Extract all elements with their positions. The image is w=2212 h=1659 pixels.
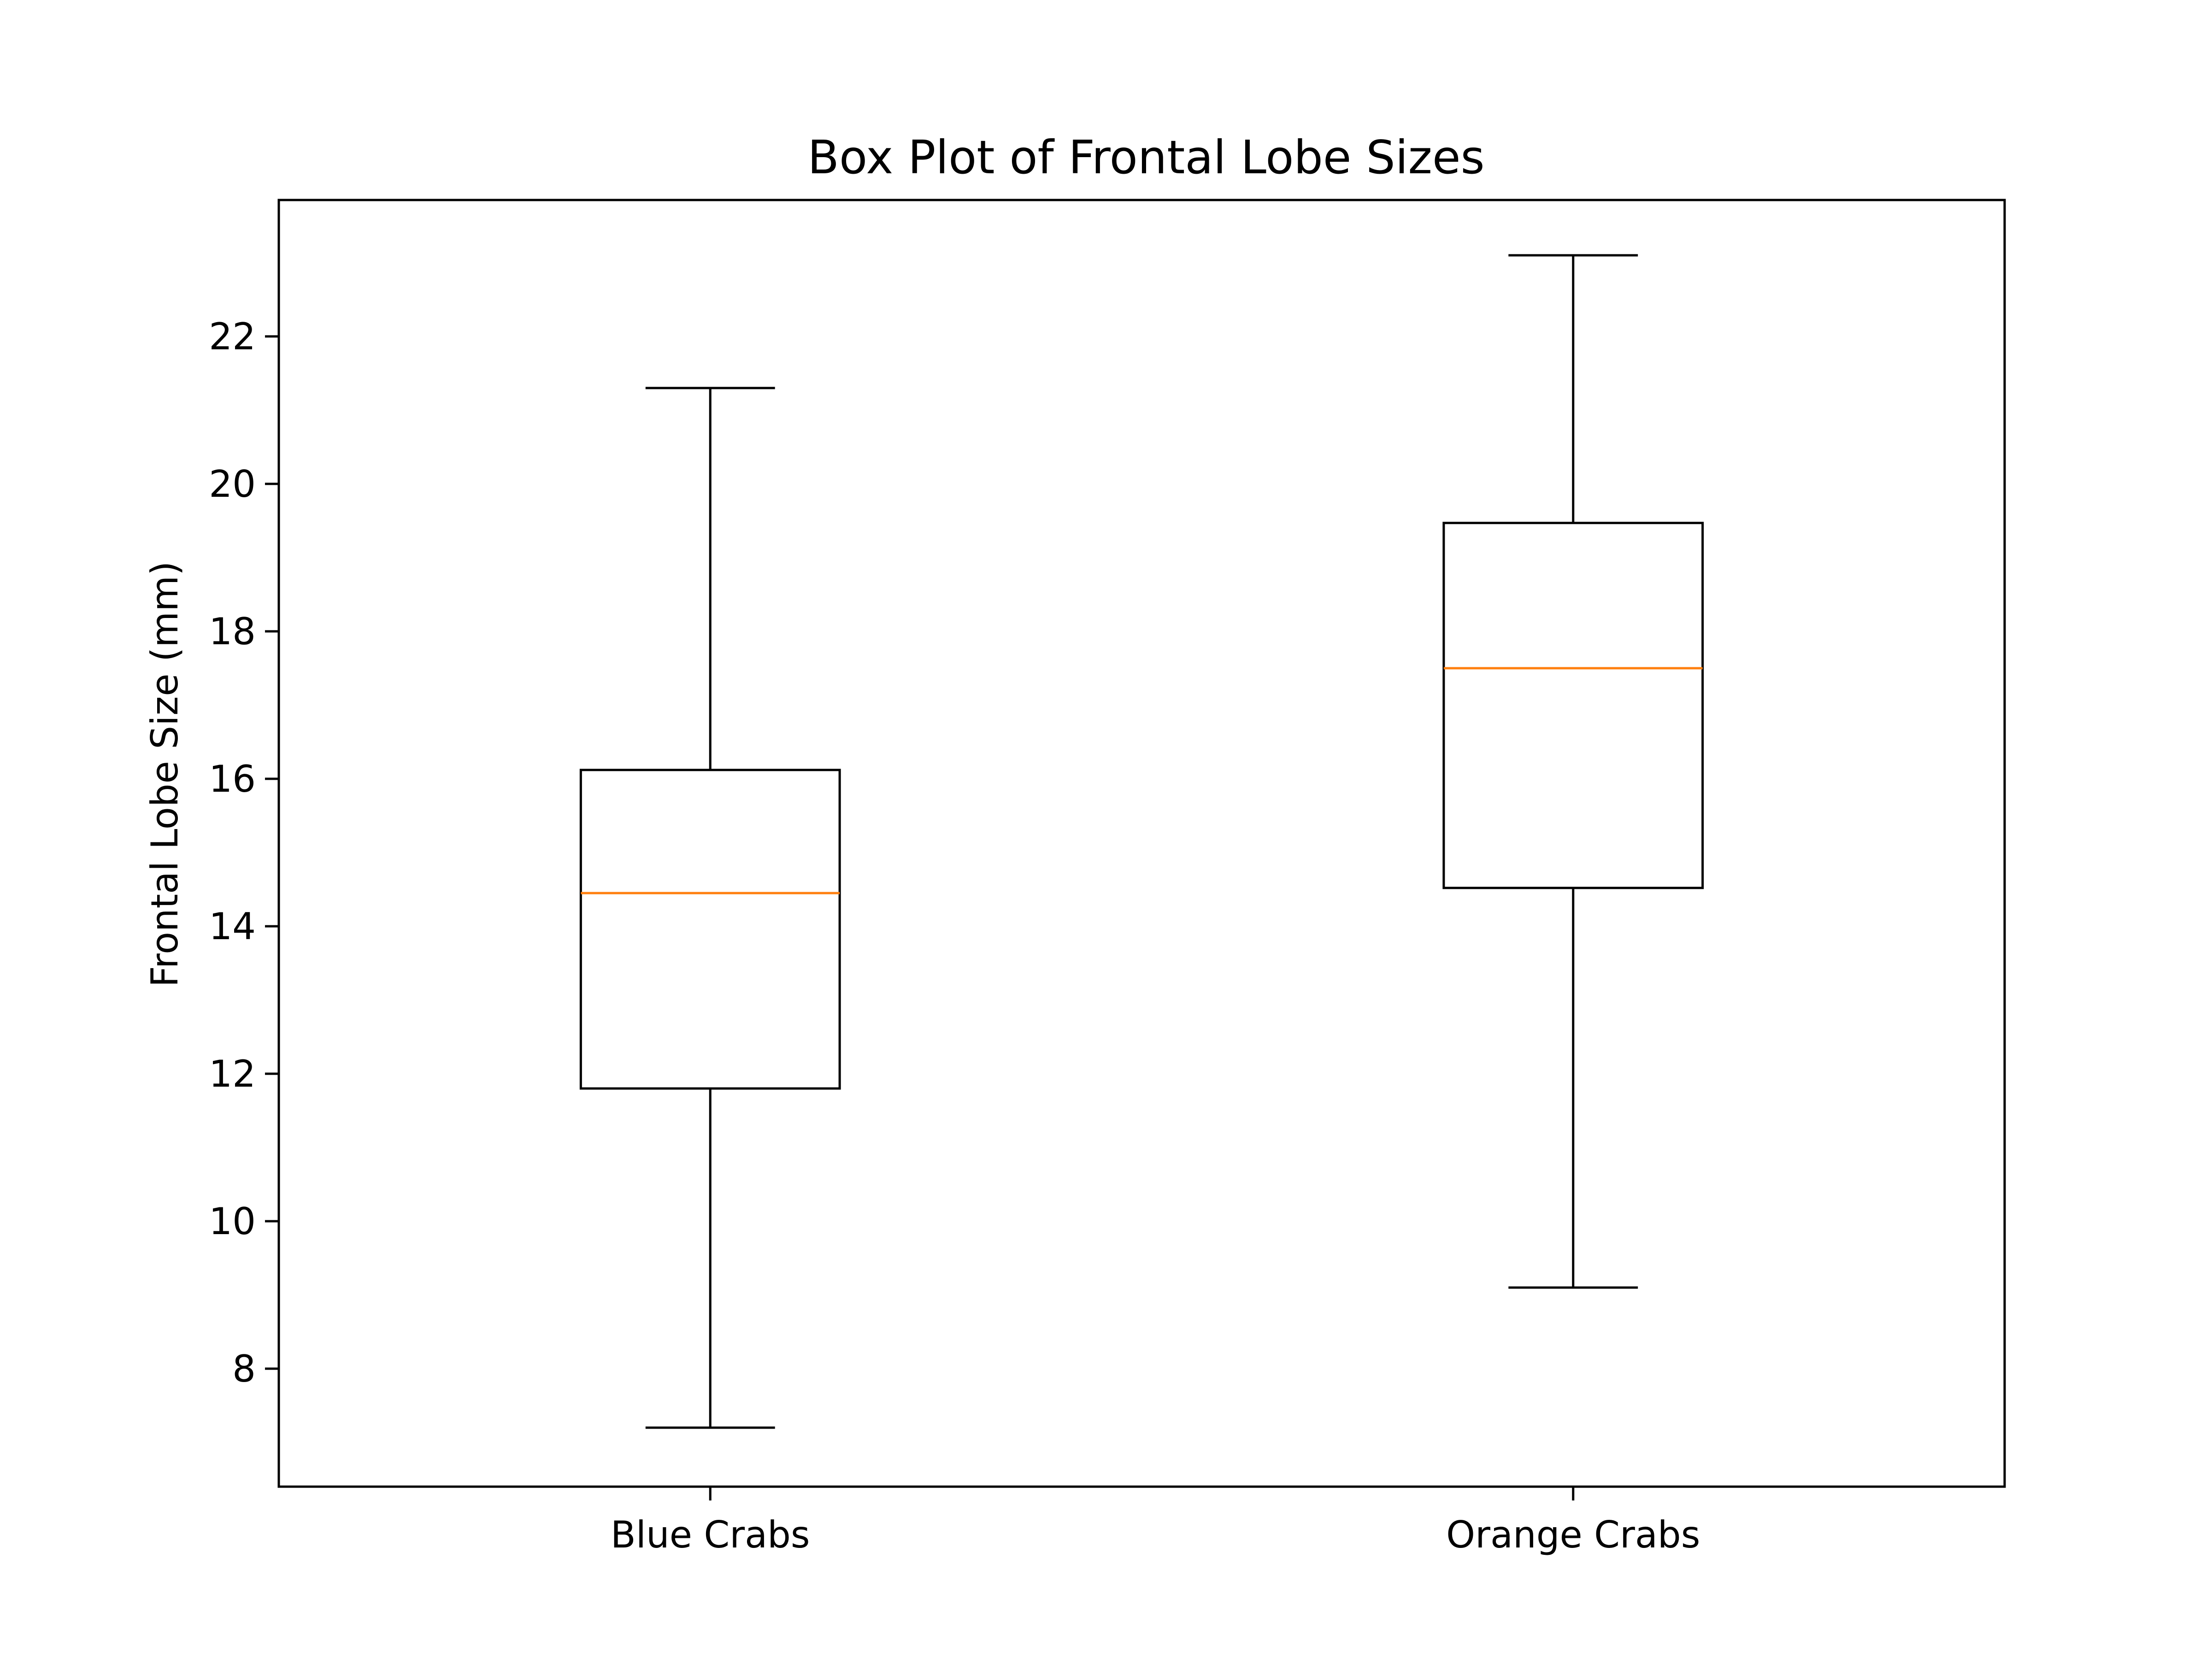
x-axis-ticks: Blue Crabs Orange Crabs (611, 1487, 1700, 1556)
y-axis-ticks: 8 10 12 14 16 18 20 22 (209, 315, 279, 1390)
box-series (579, 254, 1704, 1429)
box-group (579, 387, 841, 1429)
chart-title: Box Plot of Frontal Lobe Sizes (807, 130, 1484, 184)
y-axis-label: Frontal Lobe Size (mm) (143, 561, 186, 988)
interquartile-box (1442, 522, 1704, 889)
y-tick-label: 12 (209, 1053, 256, 1095)
interquartile-box (579, 769, 841, 1090)
y-tick-label: 18 (209, 610, 256, 653)
plot-area-frame (277, 199, 2006, 1488)
y-tick-label: 14 (209, 905, 256, 948)
y-tick-label: 16 (209, 758, 256, 800)
y-tick-label: 8 (232, 1347, 256, 1390)
y-tick-label: 10 (209, 1200, 256, 1243)
box-group (1442, 254, 1704, 1289)
x-tick-label: Orange Crabs (1446, 1513, 1700, 1556)
x-tick-label: Blue Crabs (611, 1513, 810, 1556)
y-tick-label: 20 (209, 463, 256, 506)
y-tick-label: 22 (209, 315, 256, 358)
